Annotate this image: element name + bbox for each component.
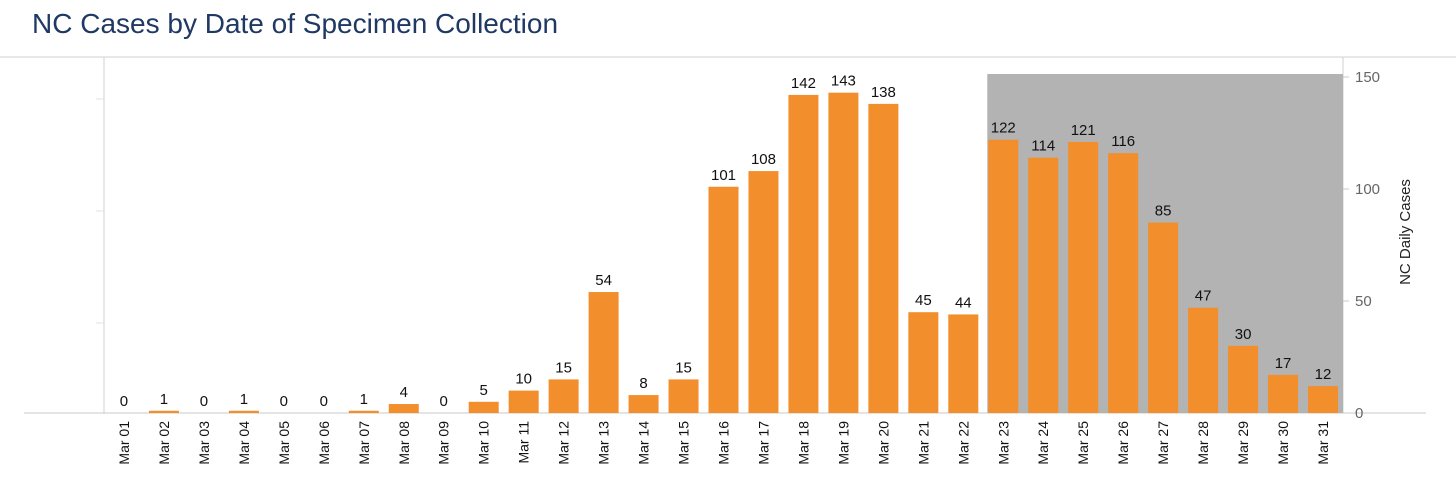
- bar[interactable]: [1028, 157, 1059, 413]
- bar[interactable]: [788, 94, 819, 414]
- x-tick-label: Mar 04: [236, 421, 252, 465]
- bar[interactable]: [588, 292, 619, 413]
- x-tick-label: Mar 08: [396, 421, 412, 465]
- x-ticks-layer: Mar 01 Mar 02 Mar 03 Mar 04 Mar 05 Mar 06 Mar …: [116, 421, 1331, 465]
- bar-value-label: 121: [1071, 122, 1096, 139]
- x-tick-label: Mar 01: [116, 421, 132, 465]
- bar-value-label: 8: [639, 375, 647, 392]
- x-tick-label: Mar 20: [875, 421, 891, 465]
- bar[interactable]: [908, 312, 939, 413]
- bar-value-label: 0: [200, 393, 208, 410]
- bar-value-label: 0: [280, 393, 288, 410]
- x-tick-label: Mar 10: [476, 421, 492, 465]
- bar-value-label: 44: [955, 294, 972, 311]
- y-axis-label: NC Daily Cases: [1397, 179, 1414, 285]
- bar[interactable]: [708, 186, 739, 413]
- x-tick-label: Mar 31: [1315, 421, 1331, 465]
- bar[interactable]: [548, 379, 579, 413]
- x-tick-label: Mar 23: [995, 421, 1011, 465]
- y-tick-label: 150: [1355, 69, 1380, 86]
- x-tick-label: Mar 18: [795, 421, 811, 465]
- bar-value-label: 0: [440, 393, 448, 410]
- bar-value-label: 122: [991, 120, 1016, 137]
- bar[interactable]: [828, 92, 859, 414]
- bar-value-label: 101: [711, 167, 736, 184]
- x-tick-label: Mar 06: [316, 421, 332, 465]
- y-tick-label: 0: [1355, 405, 1363, 422]
- x-tick-label: Mar 22: [955, 421, 971, 465]
- bar-value-label: 45: [915, 292, 932, 309]
- bar[interactable]: [988, 139, 1019, 413]
- bar[interactable]: [1068, 141, 1099, 413]
- bar[interactable]: [628, 395, 659, 413]
- bar-value-label: 114: [1031, 138, 1055, 155]
- x-tick-label: Mar 02: [156, 421, 172, 465]
- y-tick-label: 100: [1355, 181, 1380, 198]
- bar[interactable]: [748, 171, 779, 413]
- x-tick-label: Mar 09: [436, 421, 452, 465]
- bar-value-label: 10: [515, 371, 532, 388]
- bar[interactable]: [228, 410, 259, 413]
- bar-value-label: 138: [871, 84, 896, 101]
- bar[interactable]: [388, 404, 419, 413]
- x-tick-label: Mar 29: [1235, 421, 1251, 465]
- x-tick-label: Mar 15: [676, 421, 692, 465]
- x-tick-label: Mar 26: [1115, 421, 1131, 465]
- chart-title: NC Cases by Date of Specimen Collection: [32, 8, 559, 39]
- x-tick-label: Mar 25: [1075, 421, 1091, 465]
- bar-value-label: 85: [1155, 203, 1172, 220]
- bar-value-label: 5: [480, 382, 488, 399]
- x-tick-label: Mar 28: [1195, 421, 1211, 465]
- bar-value-label: 12: [1315, 366, 1332, 383]
- bar-value-label: 108: [751, 151, 776, 168]
- bars-layer: [148, 92, 1339, 414]
- bar[interactable]: [948, 314, 979, 413]
- x-tick-label: Mar 24: [1035, 421, 1051, 465]
- x-tick-label: Mar 13: [596, 421, 612, 465]
- bar-value-label: 30: [1235, 326, 1252, 343]
- bar-value-label: 1: [240, 391, 248, 408]
- x-tick-label: Mar 21: [915, 421, 931, 465]
- y-tick-label: 50: [1355, 293, 1372, 310]
- bar[interactable]: [1268, 374, 1299, 413]
- bar[interactable]: [868, 103, 899, 413]
- bar[interactable]: [1188, 307, 1219, 413]
- bar[interactable]: [348, 410, 379, 413]
- bar-value-label: 0: [320, 393, 328, 410]
- bar-value-label: 4: [400, 384, 408, 401]
- x-tick-label: Mar 19: [835, 421, 851, 465]
- bar[interactable]: [148, 410, 179, 413]
- x-tick-label: Mar 17: [755, 421, 771, 465]
- bar[interactable]: [1148, 222, 1179, 413]
- x-tick-label: Mar 05: [276, 421, 292, 465]
- bar[interactable]: [508, 390, 539, 413]
- y-ticks-layer: 0 50 100 150: [1343, 69, 1380, 422]
- bar-value-label: 54: [595, 272, 612, 289]
- bar-value-label: 17: [1275, 355, 1292, 372]
- bar-value-label: 15: [675, 359, 692, 376]
- x-tick-label: Mar 03: [196, 421, 212, 465]
- bar-value-label: 0: [120, 393, 128, 410]
- x-tick-label: Mar 11: [516, 421, 532, 464]
- bar-value-label: 142: [791, 75, 816, 92]
- x-tick-label: Mar 30: [1275, 421, 1291, 465]
- bar-value-label: 1: [360, 391, 368, 408]
- x-tick-label: Mar 16: [716, 421, 732, 465]
- x-tick-label: Mar 14: [636, 421, 652, 465]
- bar[interactable]: [1108, 153, 1139, 413]
- bar[interactable]: [1308, 386, 1339, 413]
- x-tick-label: Mar 07: [356, 421, 372, 465]
- bar[interactable]: [1228, 345, 1259, 413]
- bar-value-label: 116: [1111, 133, 1135, 150]
- bar-value-label: 15: [555, 359, 572, 376]
- x-tick-label: Mar 12: [556, 421, 572, 465]
- bar-value-label: 143: [831, 73, 856, 90]
- x-tick-label: Mar 27: [1155, 421, 1171, 465]
- bar[interactable]: [468, 401, 499, 413]
- bar-value-label: 47: [1195, 288, 1212, 305]
- bar[interactable]: [668, 379, 699, 413]
- bar-value-label: 1: [160, 391, 168, 408]
